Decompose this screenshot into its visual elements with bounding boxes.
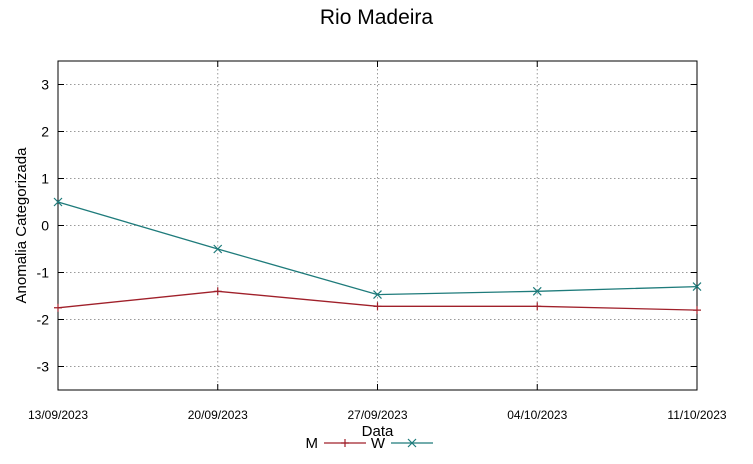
data-point-M bbox=[693, 306, 701, 315]
data-point-M bbox=[373, 302, 382, 311]
x-tick-label: 11/10/2023 bbox=[667, 408, 726, 422]
y-tick-label: 3 bbox=[41, 77, 49, 93]
y-tick-label: -1 bbox=[37, 265, 50, 281]
x-tick-label: 20/09/2023 bbox=[188, 408, 248, 422]
data-point-M bbox=[533, 302, 542, 311]
x-axis-label: Data bbox=[362, 423, 394, 440]
legend-label-W: W bbox=[371, 435, 386, 452]
legend-marker-M bbox=[341, 439, 349, 447]
data-point-W bbox=[532, 286, 542, 296]
legend-label-M: M bbox=[306, 435, 319, 452]
y-tick-label: 0 bbox=[41, 218, 49, 234]
data-point-W bbox=[373, 290, 382, 300]
x-tick-label: 13/09/2023 bbox=[28, 408, 88, 422]
y-tick-label: -2 bbox=[37, 312, 50, 328]
data-point-M bbox=[54, 303, 62, 312]
series-line-W bbox=[57, 201, 698, 296]
y-tick-label: 1 bbox=[41, 171, 49, 187]
y-axis-label: Anomalia Categorizada bbox=[13, 147, 30, 304]
chart-title: Rio Madeira bbox=[319, 6, 434, 29]
x-tick-label: 04/10/2023 bbox=[507, 408, 567, 422]
y-tick-label: 2 bbox=[41, 124, 49, 140]
legend-marker-W bbox=[407, 438, 417, 448]
data-point-W bbox=[213, 244, 223, 254]
data-point-M bbox=[213, 287, 222, 296]
data-point-W bbox=[692, 282, 702, 292]
y-tick-label: -3 bbox=[37, 359, 50, 375]
plot-frame bbox=[57, 60, 698, 391]
data-point-W bbox=[53, 197, 63, 207]
x-tick-label: 27/09/2023 bbox=[347, 408, 407, 422]
